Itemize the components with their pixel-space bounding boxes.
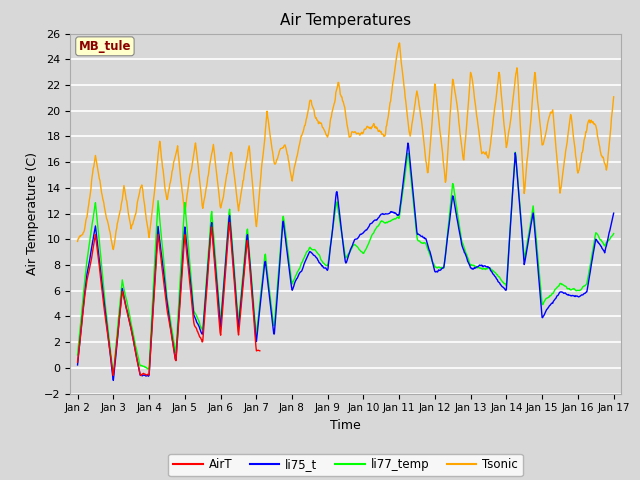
Y-axis label: Air Temperature (C): Air Temperature (C) bbox=[26, 152, 38, 275]
Text: MB_tule: MB_tule bbox=[79, 40, 131, 53]
Title: Air Temperatures: Air Temperatures bbox=[280, 13, 411, 28]
X-axis label: Time: Time bbox=[330, 419, 361, 432]
Legend: AirT, li75_t, li77_temp, Tsonic: AirT, li75_t, li77_temp, Tsonic bbox=[168, 454, 523, 476]
